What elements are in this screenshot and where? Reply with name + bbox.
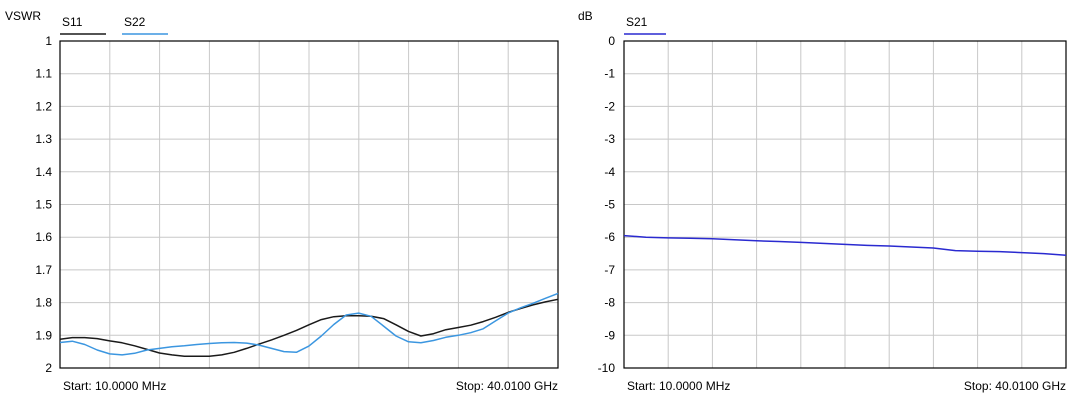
series-line-s22 <box>59 292 559 356</box>
y-tick-label: 1.2 <box>35 99 52 113</box>
y-tick-label: 0 <box>608 34 615 48</box>
series-line-s21 <box>623 234 1067 256</box>
s21-chart: dB Start: 10.0000 MHz Stop: 40.0100 GHz … <box>578 9 1067 393</box>
y-axis-label: VSWR <box>5 9 41 23</box>
x-start-label: Start: 10.0000 MHz <box>627 379 730 393</box>
y-tick-label: -4 <box>604 165 615 179</box>
y-tick-label: 1.3 <box>35 132 52 146</box>
y-tick-label: -8 <box>604 296 615 310</box>
series-line-s11 <box>59 298 559 357</box>
y-tick-label: 1.4 <box>35 165 52 179</box>
gridlines <box>624 41 1066 368</box>
y-tick-label: -6 <box>604 230 615 244</box>
y-tick-label: 1.1 <box>35 67 52 81</box>
plot-frame <box>623 40 1067 369</box>
y-tick-label: 1 <box>45 34 52 48</box>
vswr-chart: VSWR Start: 10.0000 MHz Stop: 40.0100 GH… <box>5 9 559 393</box>
vswr-chart-panel: VSWR Start: 10.0000 MHz Stop: 40.0100 GH… <box>5 9 559 393</box>
y-tick-label: -1 <box>604 67 615 81</box>
legend-label-s21: S21 <box>626 15 648 29</box>
y-tick-label: -2 <box>604 99 615 113</box>
s21-chart-panel: dB Start: 10.0000 MHz Stop: 40.0100 GHz … <box>572 0 1080 406</box>
x-stop-label: Stop: 40.0100 GHz <box>964 379 1066 393</box>
y-tick-label: 1.9 <box>35 328 52 342</box>
y-tick-label: -5 <box>604 198 615 212</box>
legend-label-s22: S22 <box>124 15 146 29</box>
y-tick-label: 1.5 <box>35 198 52 212</box>
legend-label-s11: S11 <box>62 15 83 29</box>
y-tick-label: 2 <box>45 361 52 375</box>
y-tick-label: -9 <box>604 328 615 342</box>
gridlines <box>60 41 558 368</box>
y-tick-label: -7 <box>604 263 615 277</box>
y-tick-label: 1.7 <box>35 263 52 277</box>
x-start-label: Start: 10.0000 MHz <box>63 379 166 393</box>
y-tick-label: -10 <box>598 361 616 375</box>
y-axis-label: dB <box>578 9 593 23</box>
y-tick-label: 1.8 <box>35 296 52 310</box>
y-tick-label: -3 <box>604 132 615 146</box>
plot-frame <box>59 40 559 369</box>
x-stop-label: Stop: 40.0100 GHz <box>456 379 558 393</box>
y-tick-label: 1.6 <box>35 230 52 244</box>
